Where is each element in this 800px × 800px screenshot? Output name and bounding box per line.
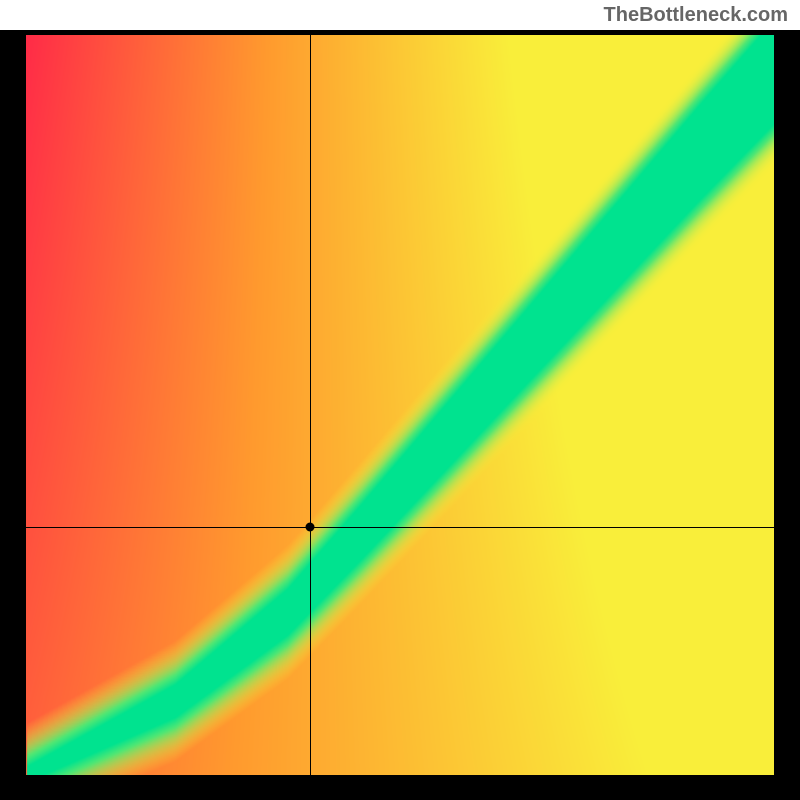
heatmap-plot-area — [26, 35, 774, 775]
selected-point-marker — [306, 523, 315, 532]
heatmap-canvas — [26, 35, 774, 775]
crosshair-vertical — [310, 35, 311, 775]
figure-container: TheBottleneck.com — [0, 0, 800, 800]
watermark-text: TheBottleneck.com — [604, 4, 788, 27]
chart-outer-frame — [0, 30, 800, 800]
crosshair-horizontal — [26, 527, 774, 528]
